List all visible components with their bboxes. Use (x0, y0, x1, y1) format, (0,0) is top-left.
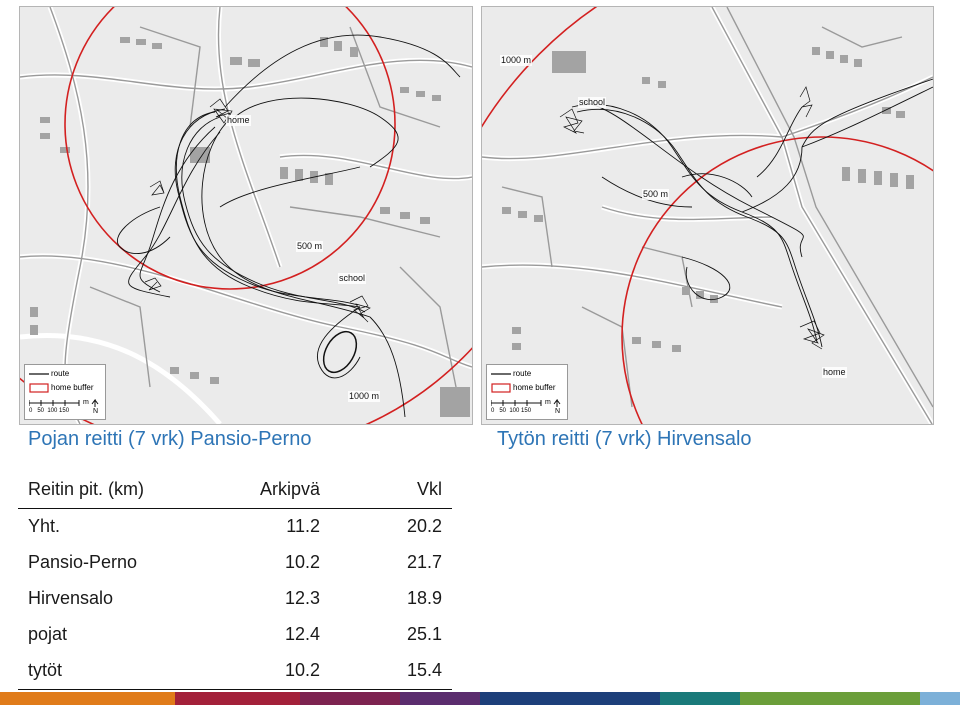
table-header-cell: Reitin pit. (km) (28, 479, 145, 499)
table-header-cell: Vkl (416, 479, 442, 499)
table-cell: Yht. (28, 516, 61, 536)
legend-route-label: route (513, 369, 532, 378)
table-cell: 10.2 (284, 552, 320, 572)
caption-left: Pojan reitti (7 vrk) Pansio-Perno (28, 428, 312, 450)
map-legend: route home buffer 0 50 100 150 m N (486, 364, 568, 420)
table-cell: tytöt (28, 660, 63, 680)
footer-bar-segment (920, 692, 960, 705)
table-row: Pansio-Perno 10.2 21.7 (18, 545, 452, 581)
caption-right: Tytön reitti (7 vrk) Hirvensalo (497, 428, 752, 450)
school-label: school (338, 273, 367, 284)
table-cell: 21.7 (406, 552, 442, 572)
table-cell: 20.2 (406, 516, 442, 536)
school-label: school (578, 97, 607, 108)
footer-color-bar (0, 692, 960, 705)
table-header-row: Reitin pit. (km) Arkipvä Vkl (18, 472, 452, 509)
table-cell: Hirvensalo (28, 588, 114, 608)
footer-bar-segment (0, 692, 175, 705)
footer-bar-segment (660, 692, 740, 705)
scale-label: 0 50 100 150 (29, 408, 70, 414)
scale-unit: m (545, 399, 551, 406)
map-hirvensalo: school home 500 m 1000 m route home buff… (481, 6, 934, 425)
footer-bar-segment (300, 692, 400, 705)
ring-500-label: 500 m (642, 189, 670, 200)
ring-1000-label: 1000 m (500, 55, 533, 66)
table-cell: 15.4 (406, 660, 442, 680)
ring-1000-label: 1000 m (348, 391, 381, 402)
table-row: tytöt 10.2 15.4 (18, 653, 452, 690)
north-arrow-icon: N (93, 408, 99, 415)
map-legend: route home buffer 0 50 100 150 m N (24, 364, 106, 420)
table-cell: 12.3 (284, 588, 320, 608)
scale-bar: 0 50 100 150 m N (29, 399, 101, 417)
scale-unit: m (83, 399, 89, 406)
home-label: home (226, 115, 251, 126)
legend-buffer-label: home buffer (51, 383, 94, 392)
footer-bar-segment (175, 692, 300, 705)
map-left-drawing (20, 7, 472, 424)
table-row: Hirvensalo 12.3 18.9 (18, 581, 452, 617)
table-cell: pojat (28, 624, 68, 644)
table-row: Yht. 11.2 20.2 (18, 509, 452, 545)
footer-bar-segment (740, 692, 920, 705)
table-cell: 12.4 (284, 624, 320, 644)
north-arrow-icon: N (555, 408, 561, 415)
table-cell: 11.2 (286, 516, 320, 536)
route-length-table: Reitin pit. (km) Arkipvä Vkl Yht. 11.2 2… (18, 472, 452, 690)
legend-route-label: route (51, 369, 70, 378)
legend-buffer-label: home buffer (513, 383, 556, 392)
map-pansio-perno: home school 500 m 1000 m route home buff… (19, 6, 473, 425)
table-cell: 25.1 (406, 624, 442, 644)
home-label: home (822, 367, 847, 378)
table-cell: 10.2 (284, 660, 320, 680)
scale-bar: 0 50 100 150 m N (491, 399, 563, 417)
ring-500-label: 500 m (296, 241, 324, 252)
table-header-cell: Arkipvä (259, 479, 320, 499)
table-row: pojat 12.4 25.1 (18, 617, 452, 653)
map-right-drawing (482, 7, 933, 424)
table-cell: Pansio-Perno (28, 552, 138, 572)
scale-label: 0 50 100 150 (491, 408, 532, 414)
footer-bar-segment (480, 692, 660, 705)
footer-bar-segment (400, 692, 480, 705)
table-cell: 18.9 (406, 588, 442, 608)
